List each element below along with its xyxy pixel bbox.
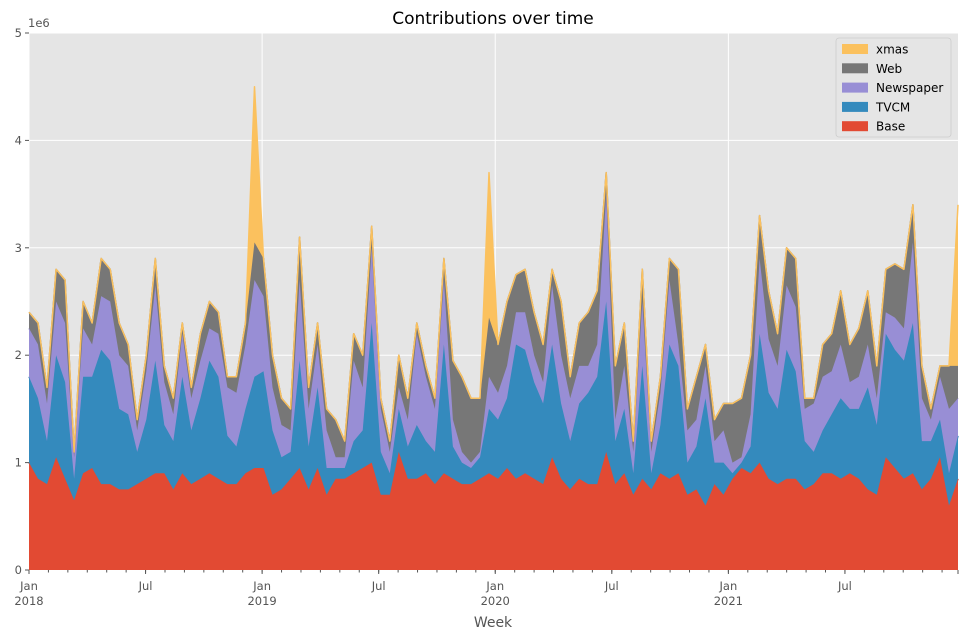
area-newspaper [29, 194, 958, 479]
legend: xmas Web Newspaper TVCM Base [835, 37, 952, 138]
y-tick-label: 2 [15, 348, 22, 362]
legend-box [835, 37, 952, 138]
x-tick-label: Jan [252, 579, 271, 593]
x-tick-label: Jul [371, 579, 386, 593]
y-tick-label: 0 [15, 563, 22, 577]
legend-label-xmas: xmas [876, 43, 908, 57]
x-tick-year-label: 2019 [247, 594, 276, 608]
x-tick-year-label: 2020 [481, 594, 510, 608]
legend-label-newspaper: Newspaper [876, 81, 943, 95]
x-tick-label: Jan [719, 579, 738, 593]
area-base [29, 451, 958, 570]
x-tick-label: Jan [485, 579, 504, 593]
x-tick-label: Jan [19, 579, 38, 593]
x-tick-label: Jul [604, 579, 619, 593]
chart-title: Contributions over time [392, 9, 594, 29]
legend-swatch-tvcm [842, 101, 868, 112]
legend-swatch-base [842, 121, 868, 132]
y-axis-ticks: 0 1 2 3 4 5 [15, 26, 29, 577]
area-tvcm [29, 301, 958, 506]
y-tick-label: 1 [15, 456, 22, 470]
y-tick-label: 3 [15, 241, 22, 255]
y-tick-label: 4 [15, 133, 22, 147]
y-tick-label: 5 [15, 26, 22, 40]
y-offset-label: 1e6 [28, 16, 50, 30]
area-web [29, 172, 958, 463]
x-axis-label: Week [474, 615, 513, 631]
legend-swatch-xmas [842, 44, 868, 54]
x-tick-label: Jul [138, 579, 153, 593]
legend-label-web: Web [876, 62, 902, 76]
legend-swatch-web [842, 63, 868, 74]
legend-label-base: Base [876, 120, 905, 134]
x-tick-label: Jul [837, 579, 852, 593]
legend-label-tvcm: TVCM [875, 100, 910, 114]
x-tick-year-label: 2021 [714, 594, 743, 608]
line-xmas [28, 85, 959, 453]
legend-swatch-newspaper [842, 82, 868, 93]
area-series [28, 85, 959, 570]
x-tick-year-label: 2018 [14, 594, 43, 608]
